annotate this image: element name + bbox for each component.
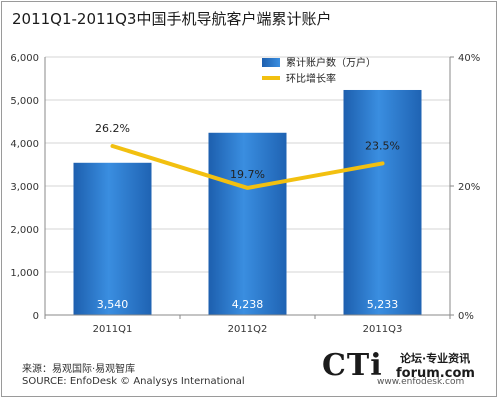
growth-rate-line (110, 144, 385, 190)
watermark-site: www.enfodesk.com (377, 377, 465, 387)
y-tick-label: 3,000 (10, 182, 39, 193)
watermark-forum-url: forum.com (396, 366, 475, 381)
source-en: SOURCE: EnfoDesk © Analysys Internationa… (22, 376, 245, 387)
x-tick-label: 2011Q2 (228, 324, 268, 335)
y-tick-label: 5,000 (10, 96, 39, 107)
y2-tick-label: 40% (458, 53, 480, 64)
watermark-logo: CTi (322, 348, 383, 383)
y-tick-label: 0 (33, 311, 39, 322)
watermark: CTi 论坛·专业资讯 forum.com www.enfodesk.com (322, 348, 490, 390)
bar-2011Q3 (343, 89, 422, 315)
bar-data-label: 3,540 (97, 298, 129, 311)
bar-2011Q2 (208, 132, 287, 315)
y-tick-label: 6,000 (10, 53, 39, 64)
legend-label-line: 环比增长率 (286, 72, 336, 85)
chart-title: 2011Q1-2011Q3中国手机导航客户端累计账户 (12, 10, 332, 28)
x-tick-label: 2011Q3 (363, 324, 403, 335)
bar-data-label: 5,233 (367, 298, 399, 311)
bar-data-label: 4,238 (232, 298, 264, 311)
y-tick-label: 2,000 (10, 225, 39, 236)
y-tick-label: 4,000 (10, 139, 39, 150)
line-data-label: 23.5% (365, 139, 400, 152)
x-tick-label: 2011Q1 (93, 324, 133, 335)
bar-2011Q1 (73, 162, 152, 315)
source-cn: 来源：易观国际·易观智库 (22, 364, 136, 375)
y2-tick-label: 0% (458, 311, 474, 322)
legend-swatch-bar (262, 58, 280, 67)
y2-tick-label: 20% (458, 182, 480, 193)
legend-label-bar: 累计账户数（万户） (286, 56, 376, 69)
watermark-forum-text: 论坛·专业资讯 (400, 352, 471, 365)
y-tick-label: 1,000 (10, 268, 39, 279)
line-data-label: 19.7% (230, 168, 265, 181)
line-data-label: 26.2% (95, 122, 130, 135)
